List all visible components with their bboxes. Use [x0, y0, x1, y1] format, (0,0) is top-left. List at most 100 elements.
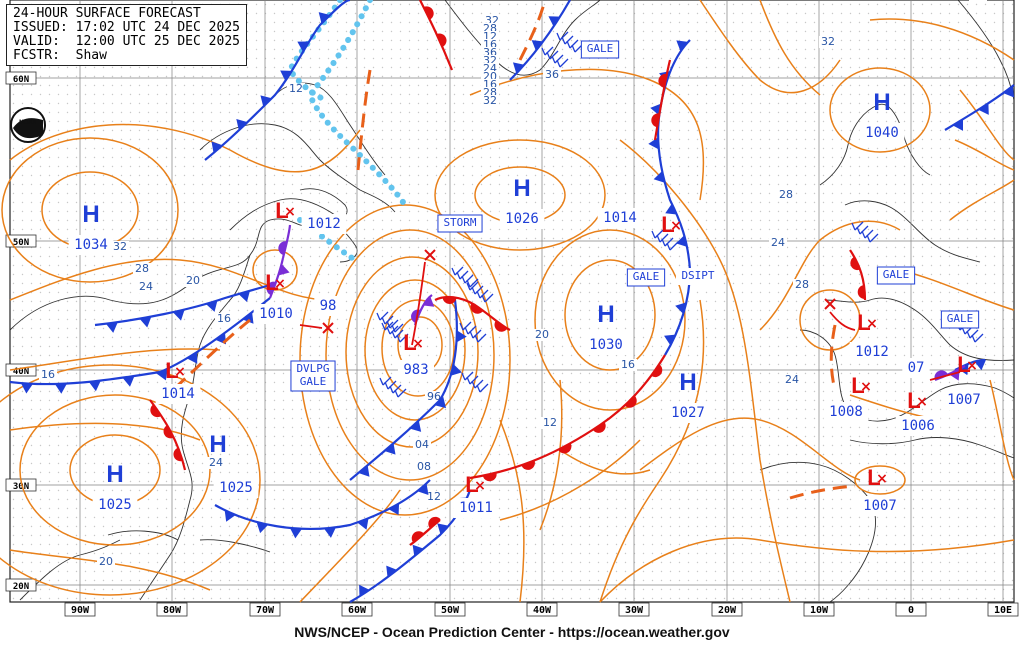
isobar [325, 229, 495, 481]
cold-front-triangle [211, 141, 223, 154]
isobar [959, 89, 1015, 161]
isobar-label: 36 [545, 68, 559, 81]
isobar-label-bg [533, 329, 551, 341]
wind-barb [474, 333, 487, 343]
low-center-x: × [174, 364, 186, 380]
isobar-label-bg [481, 95, 499, 107]
isobar-label: 04 [415, 438, 429, 451]
isobar-label: 24 [785, 373, 799, 386]
wind-barb [469, 329, 482, 339]
isobar-label-bg [793, 279, 811, 291]
warm-front-semicircle [658, 73, 667, 88]
noaa-logo-text: NOAA [19, 120, 37, 126]
isobar [469, 68, 705, 201]
warm-front-semicircle [150, 404, 162, 418]
cold-front-triangle [224, 510, 236, 522]
warning-label-box [876, 266, 916, 285]
longitude-label: 60W [348, 605, 367, 616]
longitude-label-box [249, 602, 281, 617]
low-pressure-symbol: L [957, 352, 970, 377]
low-center-x: × [670, 218, 682, 234]
wind-barb [476, 383, 489, 393]
longitude-label-box [987, 602, 1019, 617]
longitude-label: 10W [810, 605, 829, 616]
cold-front-triangle [548, 16, 561, 27]
latitude-label: 40N [13, 367, 29, 377]
high-pressure-value: 1027 [671, 405, 705, 421]
isobar [534, 229, 686, 411]
high-pressure-value-box [499, 209, 545, 229]
isobar [345, 256, 479, 448]
isobar-label-bg [769, 237, 787, 249]
warning-label: GALE [883, 268, 910, 281]
low-pressure-value-box [895, 416, 941, 436]
isobar-label: 12 [427, 490, 441, 503]
isobar [499, 419, 525, 603]
warm-front-semicircle [163, 425, 174, 439]
graticule: 90W 80W 70W 60W 50W 40W 30W 20W 10W 0 10E 60N 50N 40N… [5, 0, 1019, 617]
isobar [599, 299, 705, 603]
isobar [434, 139, 606, 251]
forecaster: FCSTR: Shaw [13, 48, 107, 63]
longitude-label: 30W [625, 605, 644, 616]
high-pressure-symbol: H [513, 175, 530, 202]
wind-barb [966, 329, 979, 339]
wind-barb [856, 225, 869, 235]
cold-front-triangle [1003, 85, 1015, 98]
wind-barb [459, 321, 472, 331]
longitude-label-box [618, 602, 650, 617]
wind-barb [466, 375, 479, 385]
dissipating-label: DSIPT [681, 269, 714, 282]
high-pressure-symbol: H [106, 461, 123, 488]
high-pressure-value-box [665, 403, 711, 423]
trough-front-line [356, 69, 372, 171]
longitude-label-box [803, 602, 835, 617]
warm-front-semicircle [442, 296, 457, 305]
longitude-label: 50W [441, 605, 460, 616]
low-pressure-value: 1010 [259, 306, 293, 322]
isobar [599, 537, 1015, 603]
warm-front-semicircle [173, 447, 183, 462]
cold-front-triangle [359, 584, 370, 597]
isobar-label-bg [415, 461, 433, 473]
latitude-label-box [5, 71, 37, 85]
wind-barb [661, 237, 674, 247]
cold-front-triangle [88, 380, 101, 392]
future-position-x [322, 322, 334, 334]
low-pressure-value: 983 [403, 362, 428, 378]
cold-front-triangle [665, 203, 677, 215]
track-arrow [929, 371, 961, 381]
isobar [954, 139, 1015, 171]
dissipating-label-box [675, 268, 721, 285]
low-center-x: × [916, 394, 928, 410]
cold-front-triangle [409, 420, 422, 432]
cold-front-triangle [412, 544, 424, 557]
low-pressure-symbol: L [867, 465, 880, 490]
cold-front-triangle [957, 363, 969, 376]
cold-front-triangle [648, 137, 659, 150]
isobar [9, 422, 201, 441]
isobar-label: 12 [543, 416, 557, 429]
cold-front-triangle [54, 383, 67, 394]
warning-label-box [580, 40, 620, 59]
low-center-x: × [412, 336, 424, 352]
valid-time: VALID: 12:00 UTC 25 DEC 2025 [13, 34, 240, 49]
cold-front-triangle [260, 95, 272, 107]
low-pressure-symbol: L [465, 472, 478, 497]
isobar-label: 96 [427, 390, 441, 403]
longitude-label-box [526, 602, 558, 617]
longitude-label-box [64, 602, 96, 617]
warning-label: GALE [300, 375, 327, 388]
high-pressure-symbol: H [873, 89, 890, 116]
pressure-value: 1012 [307, 216, 341, 232]
isobar [759, 0, 821, 96]
low-pressure-value: 1011 [459, 500, 493, 516]
wind-barb [466, 281, 479, 291]
pressure-value-box [301, 214, 347, 234]
longitude-label: 20W [718, 605, 737, 616]
cold-front-triangle [434, 396, 447, 409]
warning-label-box [437, 214, 483, 233]
cold-front-line [9, 297, 271, 386]
isobar [9, 258, 331, 301]
cold-front-triangle [289, 528, 302, 539]
